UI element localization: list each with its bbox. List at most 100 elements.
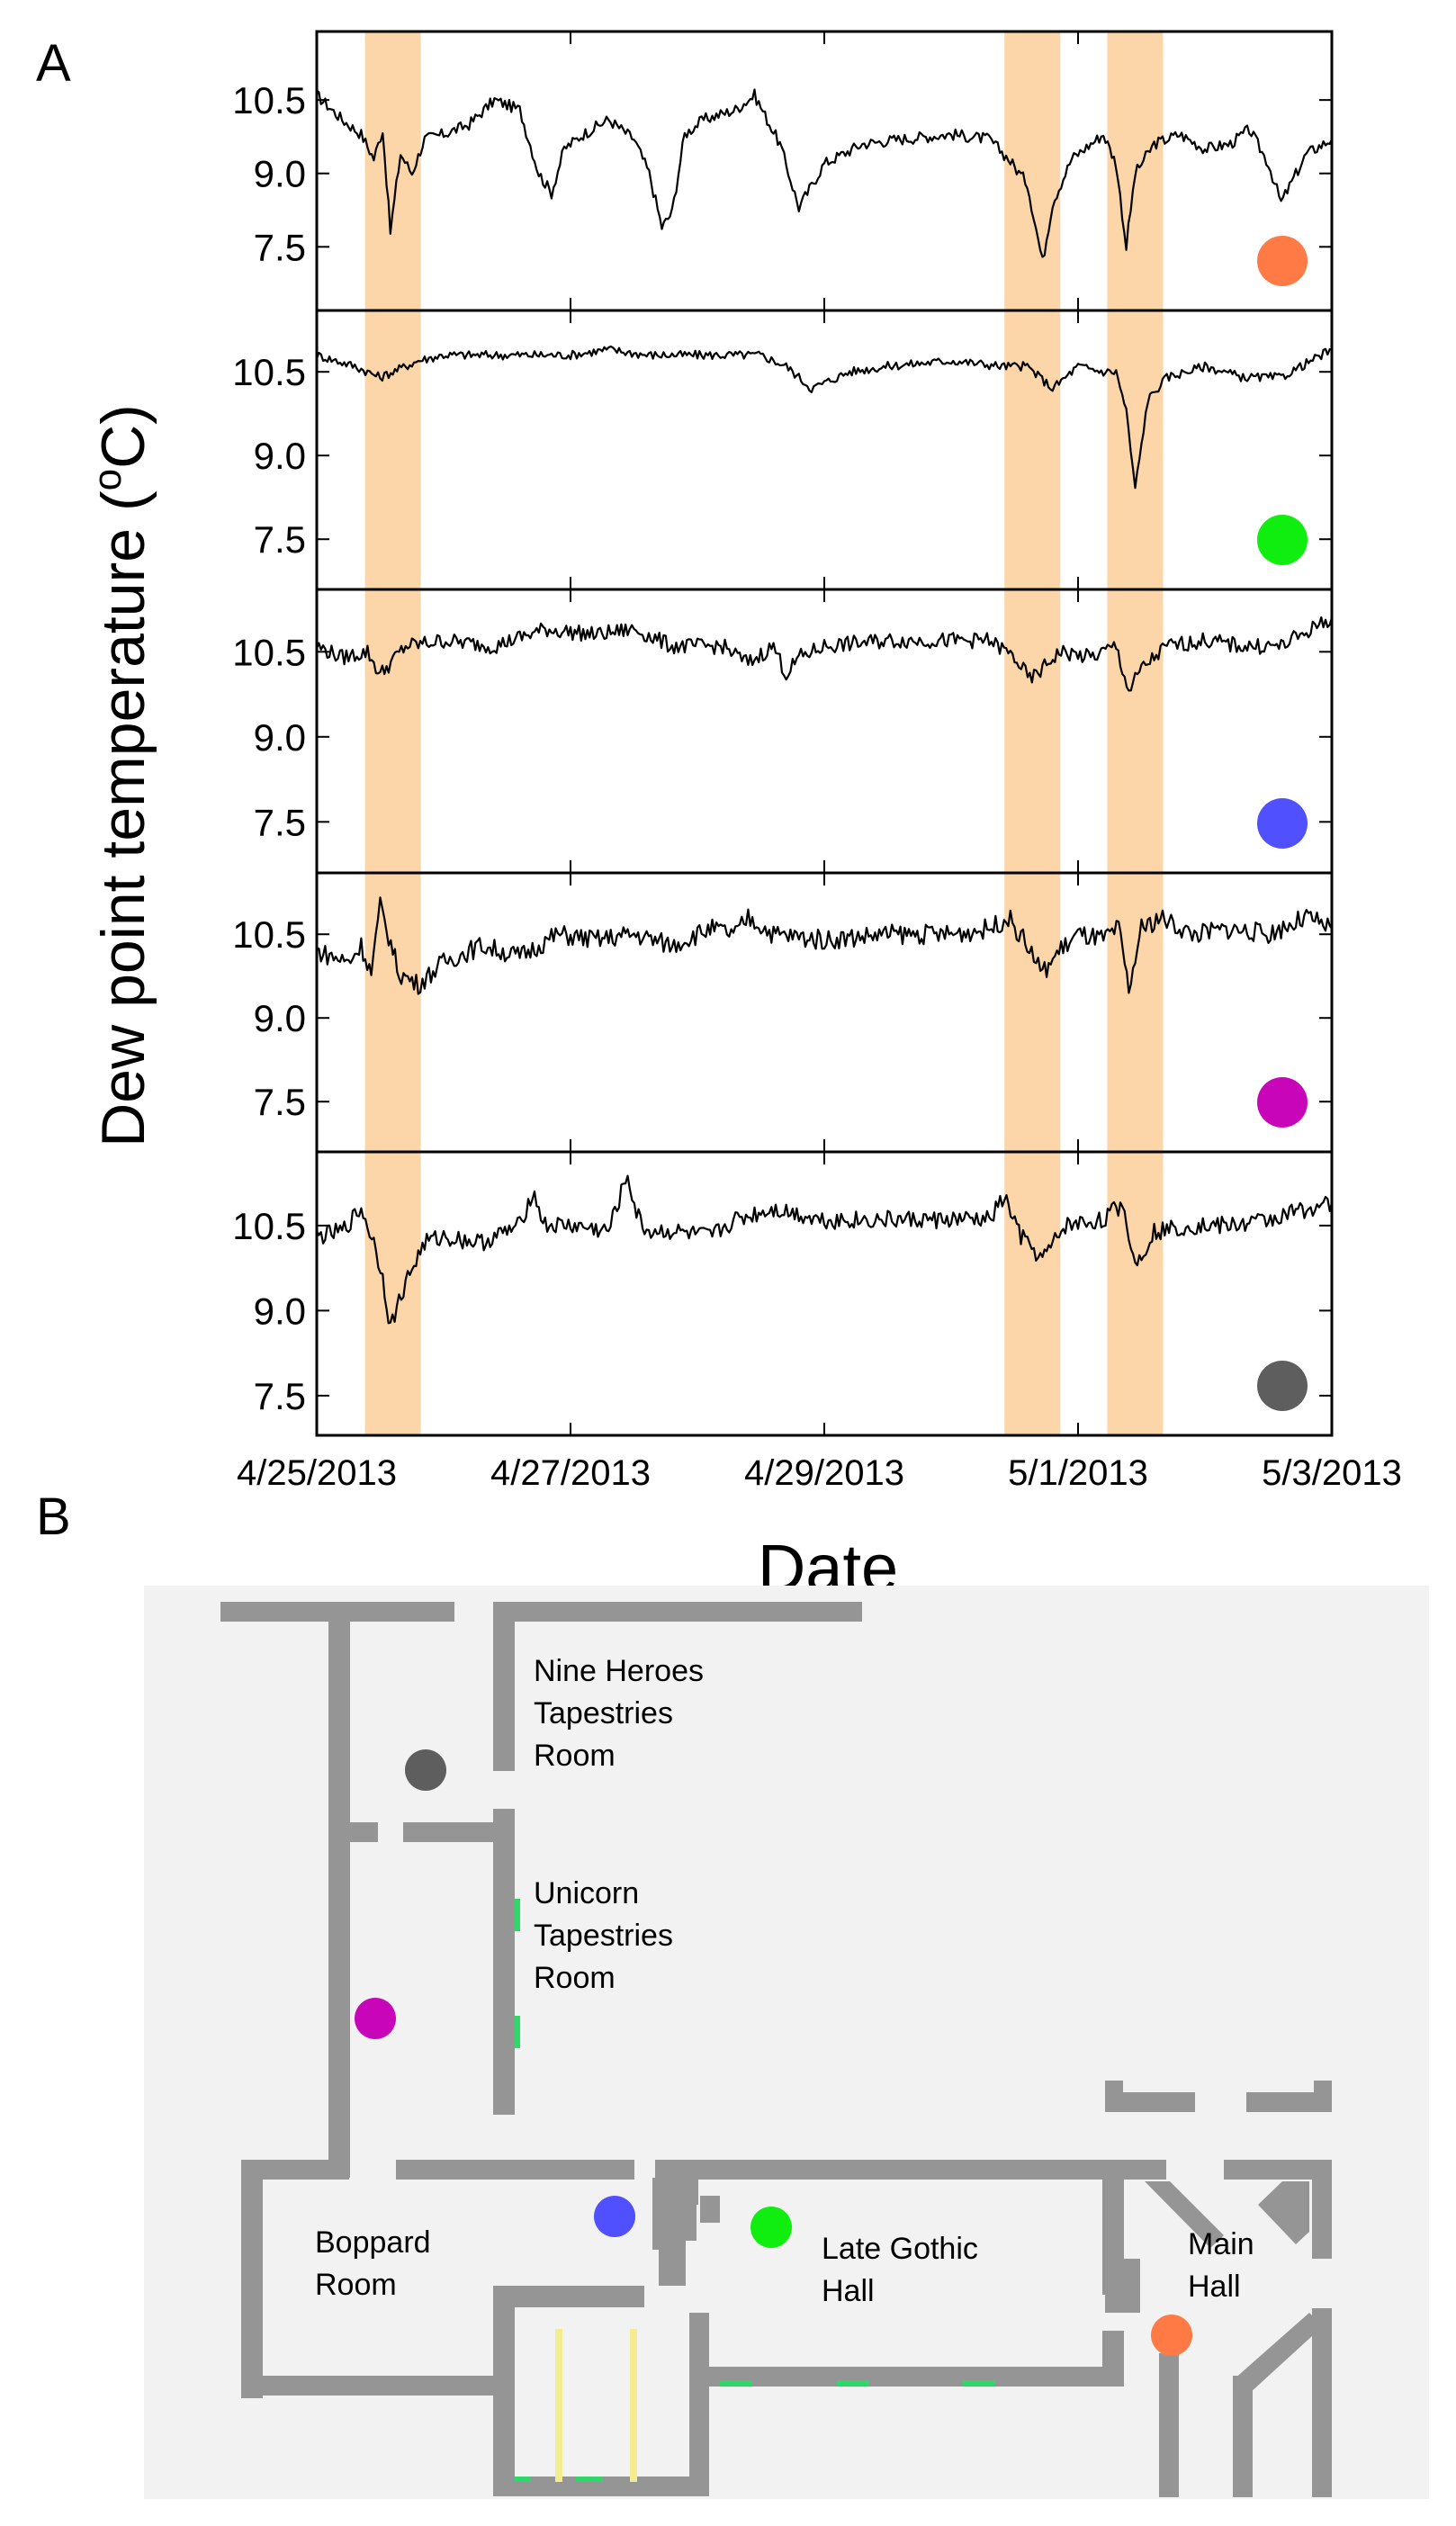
series-marker — [1257, 798, 1308, 849]
panel-label-a: A — [36, 34, 71, 93]
panel-2: 7.5 9.0 10.5 — [232, 309, 1334, 591]
panel-5: 7.5 9.0 10.5 — [232, 1150, 1334, 1437]
wall — [1105, 2092, 1195, 2112]
floor-plan-background — [144, 1586, 1429, 2499]
series-line — [315, 345, 1333, 490]
series-marker — [1257, 515, 1308, 565]
x-tick-label: 4/27/2013 — [490, 1453, 651, 1493]
door-frame — [555, 2329, 562, 2482]
sensor-late-gothic — [750, 2207, 792, 2248]
wall — [493, 2286, 515, 2495]
x-tick-label: 5/3/2013 — [1262, 1453, 1402, 1493]
wall — [1102, 2331, 1124, 2387]
sensor-nine-heroes — [405, 1749, 446, 1791]
series-line — [316, 88, 1334, 258]
series-marker — [1257, 1077, 1308, 1128]
wall — [1105, 2268, 1125, 2313]
room-label-unicorn: Unicorn Tapestries Room — [534, 1876, 681, 1995]
wall — [689, 2313, 709, 2493]
y-tick-label: 9.0 — [254, 997, 306, 1039]
wall — [1145, 2181, 1224, 2248]
sensor-unicorn — [594, 2196, 635, 2237]
wall — [700, 2196, 720, 2223]
line-panels: 7.5 9.0 10.5 7.5 9.0 10.5 7.5 9.0 10.5 7.5 9.0 10.5… — [232, 30, 1334, 1437]
wall — [1112, 2160, 1166, 2180]
panel-frame — [315, 588, 1334, 875]
sensor-boppard — [355, 1998, 396, 2039]
walls — [220, 1602, 1332, 2497]
sensor-main-hall — [1151, 2315, 1192, 2356]
y-tick-label: 7.5 — [254, 518, 306, 561]
wall — [241, 2376, 502, 2396]
highlight-span — [364, 31, 421, 1435]
wall — [652, 2178, 679, 2250]
room-label-boppard: Boppard Room — [315, 2225, 439, 2302]
wall — [328, 1602, 350, 2178]
door-frame — [963, 2380, 995, 2386]
wall — [1233, 2313, 1323, 2394]
y-tick-label: 7.5 — [254, 801, 306, 843]
wall — [1246, 2092, 1332, 2112]
series-line — [316, 896, 1333, 995]
room-label-nine-heroes: Nine Heroes Tapestries Room — [534, 1654, 712, 1773]
room-label-main-hall: Main Hall — [1188, 2227, 1263, 2304]
wall — [493, 1809, 515, 2115]
wall — [396, 2160, 634, 2180]
door-frame — [515, 1899, 520, 1931]
x-tick-label: 4/29/2013 — [744, 1453, 904, 1493]
wall — [1314, 2081, 1332, 2108]
series-line — [316, 1174, 1334, 1325]
wall — [655, 2160, 1105, 2180]
wall — [493, 2477, 709, 2496]
wall — [403, 1822, 493, 1842]
panel-4: 7.5 9.0 10.5 — [232, 871, 1334, 1154]
door-frame — [630, 2329, 637, 2482]
x-tick-labels: 4/25/2013 4/27/2013 4/29/2013 5/1/2013 5/3/2… — [237, 1453, 1402, 1493]
wall — [1105, 2081, 1123, 2108]
highlight-span — [1107, 31, 1164, 1435]
wall — [493, 1602, 515, 1771]
series-marker — [1257, 236, 1308, 286]
door-frame — [515, 2477, 531, 2482]
wall — [1258, 2181, 1309, 2244]
series-line — [315, 616, 1334, 692]
wall — [1224, 2160, 1323, 2180]
wall — [241, 2160, 349, 2180]
wall — [493, 1602, 862, 1622]
wall — [700, 2367, 1114, 2387]
y-tick-label: 10.5 — [232, 631, 306, 673]
panel-frame — [315, 871, 1334, 1154]
panel-frame — [315, 30, 1334, 312]
wall — [493, 2286, 644, 2307]
panel-1: 7.5 9.0 10.5 — [232, 30, 1334, 312]
y-tick-label: 7.5 — [254, 226, 306, 268]
y-tick-label: 10.5 — [232, 913, 306, 956]
wall — [1312, 2308, 1332, 2497]
wall — [1120, 2259, 1140, 2313]
wall — [677, 2180, 698, 2205]
wall — [677, 2196, 697, 2241]
highlight-spans — [364, 31, 1164, 1435]
y-tick-label: 10.5 — [232, 1205, 306, 1247]
wall — [1312, 2160, 1332, 2259]
wall — [241, 2160, 263, 2398]
y-tick-label: 7.5 — [254, 1375, 306, 1417]
wall — [331, 1822, 378, 1842]
door-frame — [837, 2380, 869, 2386]
y-tick-label: 7.5 — [254, 1081, 306, 1123]
wall — [1159, 2353, 1179, 2497]
y-tick-label: 10.5 — [232, 79, 306, 121]
highlight-span — [1004, 31, 1061, 1435]
door-frames — [515, 1899, 995, 2482]
y-tick-label: 9.0 — [254, 716, 306, 759]
panel-3: 7.5 9.0 10.5 — [232, 588, 1334, 875]
y-axis-title: Dew point temperature (oC) — [85, 404, 157, 1147]
door-frame — [576, 2477, 603, 2482]
floor-plan: Nine Heroes Tapestries Room Unicorn Tape… — [144, 1586, 1429, 2499]
x-tick-label: 4/25/2013 — [237, 1453, 397, 1493]
y-tick-label: 10.5 — [232, 351, 306, 393]
panel-frame — [315, 1150, 1334, 1437]
x-tick-label: 5/1/2013 — [1008, 1453, 1148, 1493]
series-marker — [1257, 1361, 1308, 1411]
